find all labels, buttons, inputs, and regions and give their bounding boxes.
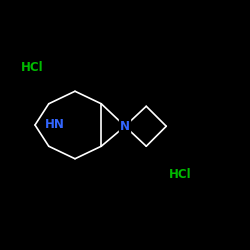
Text: HCl: HCl	[169, 168, 191, 181]
Text: HN: HN	[45, 118, 65, 132]
Text: HCl: HCl	[21, 61, 44, 74]
Text: N: N	[120, 120, 130, 133]
